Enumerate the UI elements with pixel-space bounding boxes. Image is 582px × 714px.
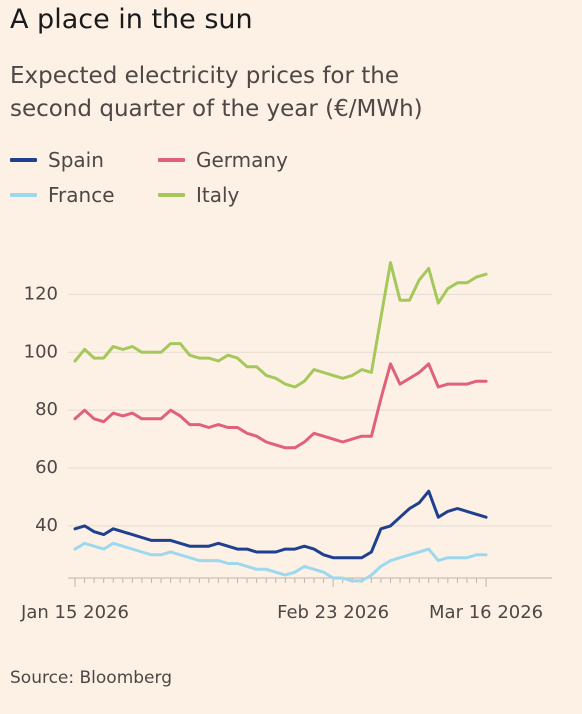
x-tick-label: Mar 16 2026	[429, 602, 543, 623]
legend-swatch	[10, 157, 37, 162]
legend-item: Germany	[158, 148, 288, 172]
series-line	[73, 489, 488, 560]
x-tick-label: Jan 15 2026	[20, 602, 129, 623]
x-tick-label: Feb 23 2026	[277, 602, 389, 623]
chart-subtitle: Expected electricity prices for the seco…	[10, 63, 423, 122]
y-tick-label: 80	[35, 399, 58, 420]
y-tick-label: 120	[24, 283, 58, 304]
chart-title: A place in the sun	[10, 4, 253, 35]
y-tick-label: 40	[35, 515, 58, 536]
series-line	[73, 261, 488, 389]
legend-label: Spain	[48, 148, 104, 172]
y-tick-label: 100	[24, 341, 58, 362]
series-line	[73, 362, 488, 450]
legend-swatch	[158, 157, 185, 162]
legend-item: Italy	[158, 183, 239, 207]
legend-item: Spain	[10, 148, 104, 172]
legend-swatch	[158, 192, 185, 197]
legend-label: Germany	[196, 148, 288, 172]
legend-swatch	[10, 192, 37, 197]
series-line	[73, 541, 488, 583]
y-tick-label: 60	[35, 457, 58, 478]
source: Source: Bloomberg	[10, 668, 172, 688]
legend-item: France	[10, 183, 115, 207]
legend-label: Italy	[196, 183, 240, 207]
legend-label: France	[48, 183, 115, 207]
